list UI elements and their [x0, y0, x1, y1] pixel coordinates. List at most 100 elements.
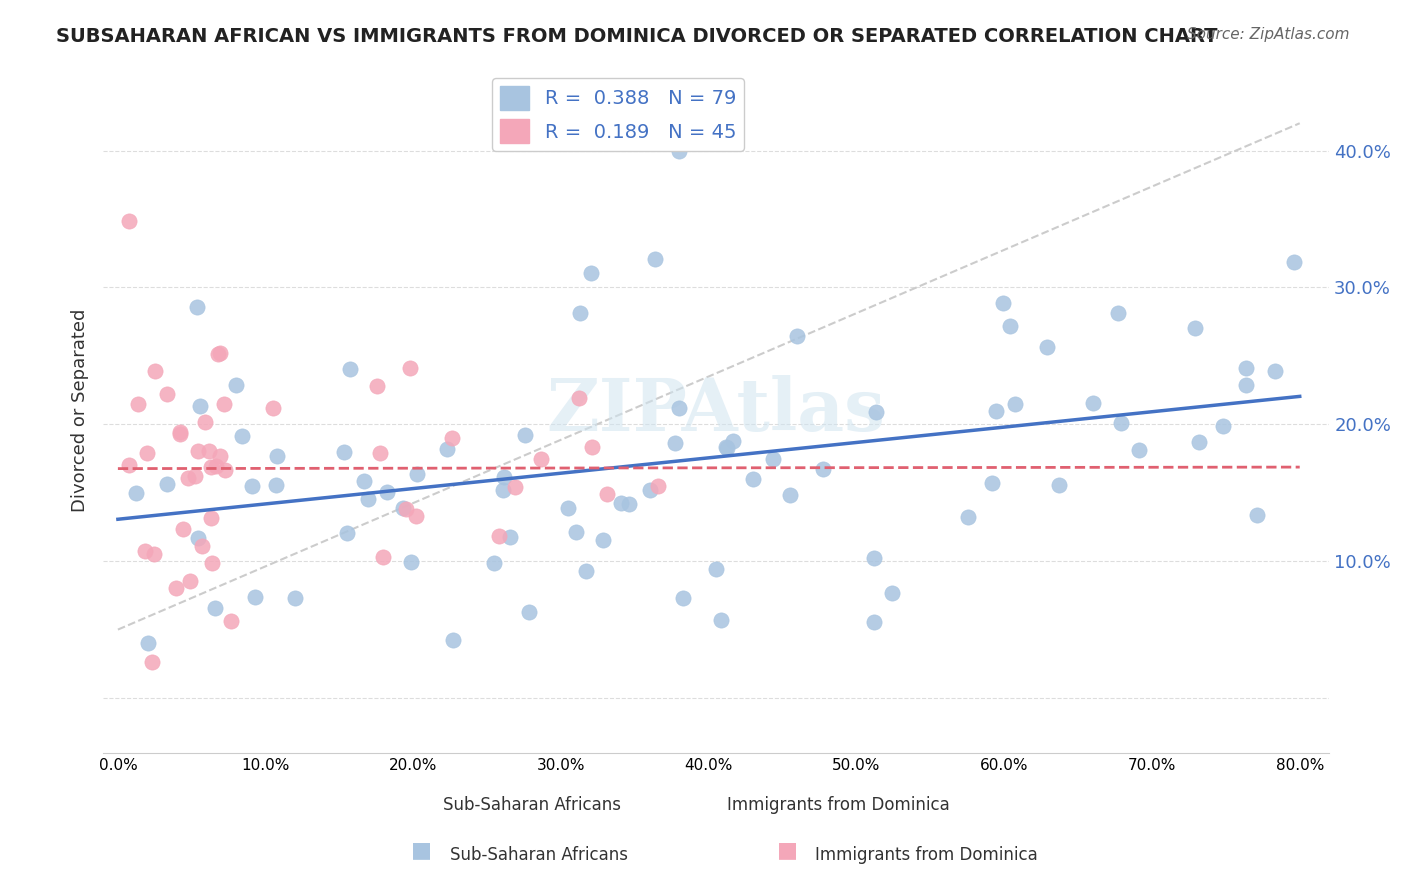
Y-axis label: Divorced or Separated: Divorced or Separated: [72, 309, 89, 512]
Point: [201, 556, 224, 570]
Point: [176, 471, 198, 485]
Point: [557, 501, 579, 516]
Text: ■: ■: [778, 840, 797, 860]
Point: [609, 496, 631, 510]
Point: [440, 431, 463, 445]
Text: Immigrants from Dominica: Immigrants from Dominica: [815, 846, 1038, 863]
Point: [336, 526, 359, 541]
Point: [672, 591, 695, 606]
Point: [200, 511, 222, 525]
Point: [134, 544, 156, 558]
Point: [209, 449, 232, 463]
Point: [980, 476, 1002, 491]
Point: [575, 564, 598, 578]
Point: [779, 488, 801, 502]
Point: [207, 346, 229, 360]
Point: [118, 214, 141, 228]
Point: [184, 468, 207, 483]
Point: [194, 415, 217, 429]
Point: [262, 401, 284, 416]
Point: [565, 524, 588, 539]
Point: [517, 605, 540, 619]
Point: [284, 591, 307, 606]
Point: [568, 391, 591, 405]
Point: [399, 360, 422, 375]
Point: [638, 483, 661, 497]
Point: [197, 444, 219, 458]
Point: [644, 252, 666, 266]
Point: [1036, 340, 1059, 354]
Point: [492, 483, 515, 497]
Point: [664, 436, 686, 450]
Point: [515, 428, 537, 442]
Point: [172, 522, 194, 536]
Text: Immigrants from Dominica: Immigrants from Dominica: [727, 797, 950, 814]
Point: [142, 547, 165, 561]
Point: [1236, 378, 1258, 392]
Point: [596, 487, 619, 501]
Point: [145, 364, 167, 378]
Point: [231, 429, 253, 443]
Point: [1004, 397, 1026, 411]
Point: [668, 144, 690, 158]
Legend: R =  0.388   N = 79, R =  0.189   N = 45: R = 0.388 N = 79, R = 0.189 N = 45: [492, 78, 744, 151]
Point: [191, 539, 214, 553]
Point: [710, 613, 733, 627]
Point: [617, 497, 640, 511]
Text: SUBSAHARAN AFRICAN VS IMMIGRANTS FROM DOMINICA DIVORCED OR SEPARATED CORRELATION: SUBSAHARAN AFRICAN VS IMMIGRANTS FROM DO…: [56, 27, 1218, 45]
Point: [991, 295, 1014, 310]
Point: [1107, 306, 1129, 320]
Point: [169, 425, 191, 439]
Point: [392, 501, 415, 516]
Point: [592, 533, 614, 548]
Point: [186, 300, 208, 314]
Point: [219, 615, 242, 629]
Point: [1212, 418, 1234, 433]
Point: [375, 484, 398, 499]
Point: [863, 615, 886, 629]
Point: [568, 306, 591, 320]
Point: [366, 378, 388, 392]
Point: [1284, 255, 1306, 269]
Point: [863, 550, 886, 565]
Point: [1188, 435, 1211, 450]
Point: [1109, 416, 1132, 430]
Point: [208, 346, 231, 360]
Point: [581, 440, 603, 454]
Point: [165, 582, 187, 596]
Point: [1246, 508, 1268, 522]
Point: [503, 480, 526, 494]
Point: [1047, 477, 1070, 491]
Point: [811, 462, 834, 476]
Point: [488, 529, 510, 543]
Point: [395, 502, 418, 516]
Point: [436, 442, 458, 457]
Point: [135, 446, 157, 460]
Point: [441, 633, 464, 648]
Point: [204, 601, 226, 615]
Point: [865, 405, 887, 419]
Point: [721, 434, 744, 448]
Point: [998, 318, 1021, 333]
Point: [499, 531, 522, 545]
Point: [956, 510, 979, 524]
Point: [1128, 442, 1150, 457]
Point: [156, 476, 179, 491]
Point: [530, 452, 553, 467]
Point: [984, 404, 1007, 418]
Point: [188, 399, 211, 413]
Point: [240, 479, 263, 493]
Text: Sub-Saharan Africans: Sub-Saharan Africans: [443, 797, 621, 814]
Point: [1083, 396, 1105, 410]
Point: [494, 470, 516, 484]
Point: [214, 463, 236, 477]
Point: [704, 562, 727, 576]
Text: ZIPAtlas: ZIPAtlas: [547, 376, 886, 446]
Point: [405, 509, 427, 524]
Point: [1234, 360, 1257, 375]
Point: [1184, 321, 1206, 335]
Point: [761, 452, 783, 467]
Point: [243, 590, 266, 604]
Point: [371, 549, 394, 564]
Point: [179, 574, 201, 588]
